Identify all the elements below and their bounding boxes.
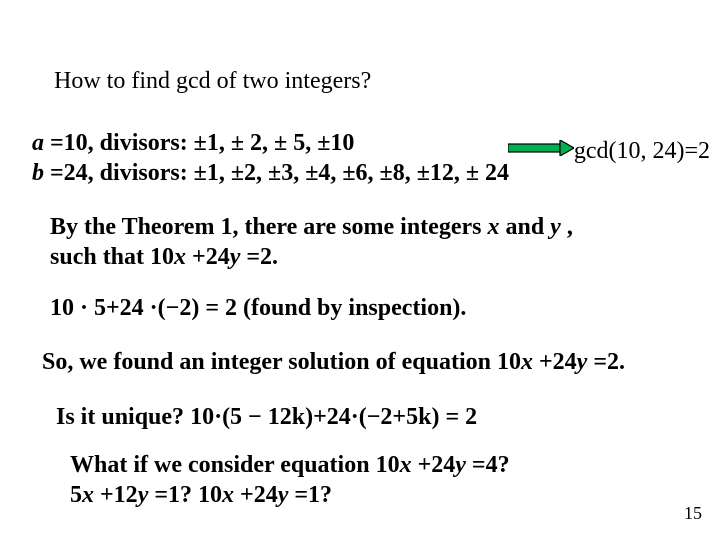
gcd-result: gcd(10, 24)=2 xyxy=(574,138,710,165)
arrow-icon xyxy=(508,140,574,161)
divisors-a-text: =10, divisors: ±1, ± 2, ± 5, ±10 xyxy=(44,130,354,156)
wi-l2-y: y xyxy=(138,482,149,508)
unique-line: Is it unique? 10·(5 − 12k)+24·(−2+5k) = … xyxy=(56,404,477,431)
wi-l2b-pre: 10 xyxy=(198,482,222,508)
thm-l2-pre: such that 10 xyxy=(50,244,174,270)
thm-l2-mid: +24 xyxy=(186,244,230,270)
so-found-line: So, we found an integer solution of equa… xyxy=(42,349,625,376)
unique-q: Is it unique? xyxy=(56,404,184,430)
sf-x: x xyxy=(521,349,533,375)
sf-pre: So, we found an integer solution of equa… xyxy=(42,349,521,375)
wi-l1-x: x xyxy=(400,452,412,478)
wi-l2b-post: =1? xyxy=(288,482,332,508)
wi-l2-pre: 5 xyxy=(70,482,82,508)
thm-x: x xyxy=(487,214,499,240)
slide-title: How to find gcd of two integers? xyxy=(54,68,371,95)
wi-l1-post: =4? xyxy=(466,452,510,478)
wi-l2b-y: y xyxy=(278,482,289,508)
page-number: 15 xyxy=(684,503,702,524)
var-a: a xyxy=(32,130,44,156)
divisors-a-line: a =10, divisors: ±1, ± 2, ± 5, ±10 xyxy=(32,130,354,157)
sf-y: y xyxy=(577,349,588,375)
divisors-b-line: b =24, divisors: ±1, ±2, ±3, ±4, ±6, ±8,… xyxy=(32,160,509,187)
wi-l2-mid: +12 xyxy=(94,482,138,508)
wi-l2-post: =1? xyxy=(148,482,198,508)
thm-l2-x: x xyxy=(174,244,186,270)
sf-mid: +24 xyxy=(533,349,577,375)
thm-l1-pre: By the Theorem 1, there are some integer… xyxy=(50,214,487,240)
wi-l1-mid: +24 xyxy=(412,452,456,478)
sf-post: =2. xyxy=(587,349,625,375)
thm-y: y xyxy=(550,214,561,240)
divisors-b-text: =24, divisors: ±1, ±2, ±3, ±4, ±6, ±8, ±… xyxy=(44,160,509,186)
what-if-block: What if we consider equation 10x +24y =4… xyxy=(70,450,510,510)
wi-l1-pre: What if we consider equation 10 xyxy=(70,452,400,478)
thm-l2-y: y xyxy=(230,244,241,270)
wi-l2b-mid: +24 xyxy=(234,482,278,508)
thm-l2-post: =2. xyxy=(240,244,278,270)
unique-expr: 10·(5 − 12k)+24·(−2+5k) = 2 xyxy=(184,404,477,430)
theorem-text: By the Theorem 1, there are some integer… xyxy=(50,212,573,272)
inspection-line: 10 · 5+24 ·(−2) = 2 (found by inspection… xyxy=(50,295,466,322)
wi-l2-x: x xyxy=(82,482,94,508)
wi-l1-y: y xyxy=(455,452,466,478)
wi-l2b-x: x xyxy=(222,482,234,508)
thm-and: and xyxy=(499,214,550,240)
thm-l1-post: , xyxy=(561,214,573,240)
var-b: b xyxy=(32,160,44,186)
